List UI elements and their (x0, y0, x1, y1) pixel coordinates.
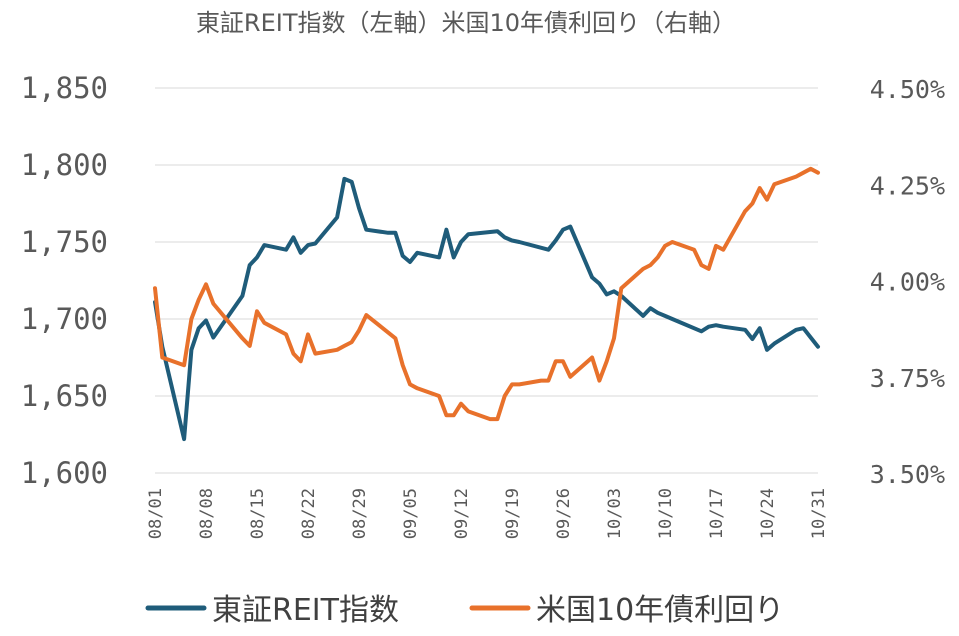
left-y-tick-label: 1,750 (21, 225, 108, 259)
x-tick-label: 10/24 (758, 488, 778, 539)
right-y-tick-label: 3.50% (870, 460, 945, 489)
series-line-reit (153, 176, 820, 442)
x-tick-label: 09/19 (503, 488, 523, 539)
series-lines (153, 166, 820, 442)
x-tick-label: 09/26 (554, 488, 574, 539)
left-y-tick-label: 1,700 (21, 302, 108, 336)
left-y-axis-ticks: 1,600 1,650 1,700 1,750 1,800 1,850 (21, 71, 108, 490)
x-tick-label: 08/22 (299, 488, 319, 539)
left-y-tick-label: 1,800 (21, 148, 108, 182)
left-y-tick-label: 1,650 (21, 379, 108, 413)
chart-title: 東証REIT指数（左軸）米国10年債利回り（右軸） (196, 9, 736, 37)
gridlines (155, 87, 818, 474)
x-tick-label: 10/17 (707, 488, 727, 539)
series-line-us10y (153, 166, 820, 422)
x-tick-label: 08/08 (197, 488, 217, 539)
left-y-tick-label: 1,600 (21, 456, 108, 490)
legend: 東証REIT指数 米国10年債利回り (145, 593, 784, 628)
x-tick-label: 10/03 (605, 488, 625, 539)
x-tick-label: 08/01 (146, 488, 166, 539)
legend-label: 米国10年債利回り (536, 593, 784, 628)
x-tick-label: 08/29 (350, 488, 370, 539)
right-y-tick-label: 4.50% (870, 75, 945, 104)
x-tick-label: 10/31 (809, 488, 829, 539)
x-tick-label: 10/10 (656, 488, 676, 539)
x-tick-label: 09/05 (401, 488, 421, 539)
legend-label: 東証REIT指数 (212, 593, 399, 628)
right-y-axis-ticks: 3.50% 3.75% 4.00% 4.25% 4.50% (870, 75, 945, 489)
left-y-tick-label: 1,850 (21, 71, 108, 105)
x-tick-label: 09/12 (452, 488, 472, 539)
right-y-tick-label: 4.25% (870, 171, 945, 200)
x-axis-ticks: 08/01 08/08 08/15 08/22 08/29 09/05 09/12 09/19… (146, 488, 829, 539)
right-y-tick-label: 3.75% (870, 364, 945, 393)
x-tick-label: 08/15 (248, 488, 268, 539)
right-y-tick-label: 4.00% (870, 268, 945, 297)
